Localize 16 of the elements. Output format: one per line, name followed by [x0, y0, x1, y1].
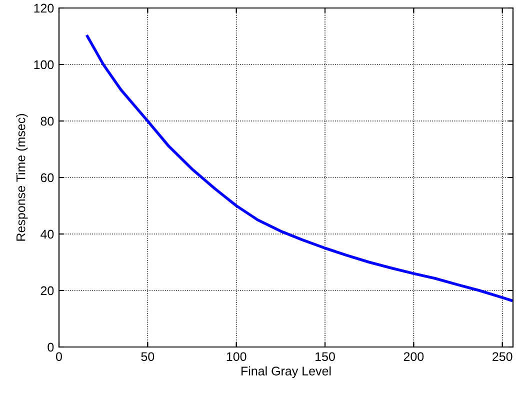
y-tick-label: 80 — [40, 116, 54, 126]
x-tick-label: 50 — [141, 352, 154, 362]
x-tick-label: 100 — [226, 352, 246, 362]
y-tick-label: 20 — [40, 286, 54, 296]
x-tick-label: 150 — [316, 352, 335, 362]
y-tick-label: 100 — [34, 60, 54, 70]
y-tick-label: 40 — [40, 230, 54, 239]
y-axis-title: Response Time (msec) — [16, 114, 28, 241]
line-series — [86, 34, 513, 302]
x-tick-label: 250 — [492, 352, 512, 362]
x-tick-label: 200 — [404, 352, 424, 362]
x-axis-title: Final Gray Level — [242, 366, 331, 378]
y-tick-label: 60 — [40, 173, 54, 182]
y-tick-label: 0 — [48, 342, 54, 352]
y-tick-label: 120 — [34, 4, 54, 13]
x-tick-label: 0 — [56, 352, 62, 362]
